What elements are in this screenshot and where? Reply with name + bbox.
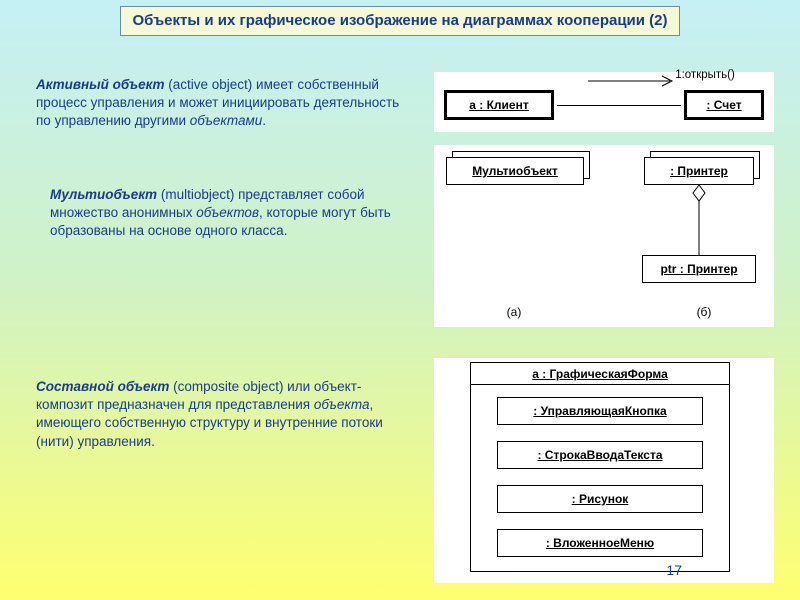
para1-ital: объектами bbox=[190, 113, 262, 128]
d3-item-3: : ВложенноеМеню bbox=[497, 529, 703, 557]
para3-lead: Составной объект bbox=[36, 379, 169, 394]
slide-title: Объекты и их графическое изображение на … bbox=[131, 11, 669, 31]
para1-lead: Активный объект bbox=[36, 77, 165, 92]
para2-lead: Мультиобъект bbox=[50, 187, 157, 202]
d1-arrow-label: 1:открыть() bbox=[660, 69, 750, 81]
d3-title: a : ГрафическаяФорма bbox=[471, 363, 729, 385]
d2-caption-b: (б) bbox=[684, 305, 724, 319]
d2-aggregation-icon bbox=[689, 185, 709, 255]
d3-item-1: : СтрокаВводаТекста bbox=[497, 441, 703, 469]
para-active-object: Активный объект (active object) имеет со… bbox=[36, 76, 406, 131]
d2-caption-a: (a) bbox=[494, 305, 534, 319]
d1-link bbox=[557, 105, 681, 106]
para3-ital: объекта bbox=[314, 397, 370, 412]
d3-item-0: : УправляющаяКнопка bbox=[497, 397, 703, 425]
para1-tail: . bbox=[262, 113, 266, 128]
page-number: 17 bbox=[666, 562, 682, 578]
para-multiobject: Мультиобъект (multiobject) представляет … bbox=[50, 186, 406, 241]
d2-ptr-box: ptr : Принтер bbox=[642, 255, 756, 283]
d3-item-2: : Рисунок bbox=[497, 485, 703, 513]
diagram-composite-object: a : ГрафическаяФорма : УправляющаяКнопка… bbox=[434, 358, 774, 583]
d1-box-client: а : Клиент bbox=[444, 90, 554, 120]
d1-box-account: : Счет bbox=[684, 90, 764, 120]
diagram-active-object: а : Клиент : Счет 1:открыть() bbox=[434, 72, 774, 132]
para2-ital: объектов bbox=[196, 205, 259, 220]
slide-title-box: Объекты и их графическое изображение на … bbox=[120, 6, 680, 36]
d3-outer-frame: a : ГрафическаяФорма : УправляющаяКнопка… bbox=[470, 362, 730, 572]
d2-printer-front: : Принтер bbox=[644, 157, 754, 185]
para-composite-object: Составной объект (composite object) или … bbox=[36, 378, 406, 451]
d2-multi-front: Мультиобъект bbox=[446, 157, 584, 185]
diagram-multiobject: Мультиобъект : Принтер ptr : Принтер (a)… bbox=[434, 145, 774, 327]
